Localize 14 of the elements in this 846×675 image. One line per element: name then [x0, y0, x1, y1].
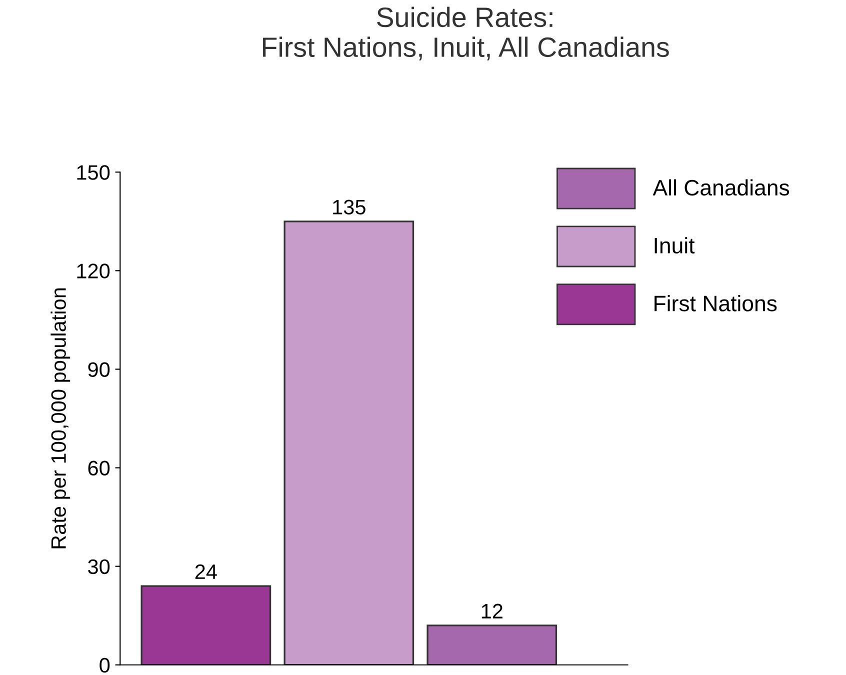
y-axis-title: Rate per 100,000 population	[50, 288, 70, 548]
y-tick-label: 0	[100, 658, 110, 673]
data-label: 135	[333, 200, 366, 215]
data-label: 12	[482, 604, 502, 618]
chart-title: Suicide Rates: First Nations, Inuit, All Canadians	[263, 6, 669, 60]
data-label: 24	[195, 564, 217, 579]
y-tick-label: 150	[77, 165, 110, 180]
legend-label: Inuit	[654, 237, 695, 254]
y-tick-label: 30	[88, 559, 110, 574]
legend-label: First Nations	[654, 295, 777, 312]
legend-label: All Canadians	[652, 179, 790, 196]
y-tick-label: 120	[77, 264, 110, 278]
y-tick-label: 60	[88, 460, 110, 476]
y-tick-label: 90	[88, 362, 110, 377]
